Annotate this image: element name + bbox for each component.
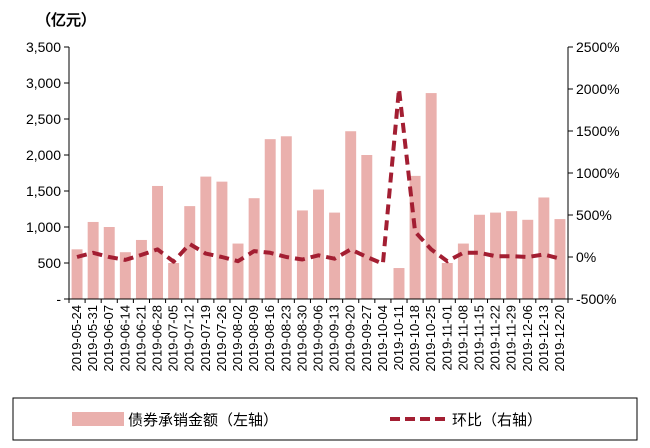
left-y-axis: - 500 1,000 1,500 2,000 2,500 3,000 3,500 [26, 39, 70, 307]
bar [216, 181, 228, 299]
bar [264, 139, 276, 299]
line-path [76, 87, 561, 266]
right-tick-label: 2000% [576, 81, 620, 97]
left-tick-label: 3,000 [26, 75, 61, 91]
bar [361, 155, 373, 299]
x-tick-label: 2019-11-01 [439, 305, 454, 371]
bar [522, 219, 534, 299]
x-tick-label: 2019-09-06 [311, 305, 326, 372]
x-tick-label: 2019-05-24 [69, 305, 84, 372]
x-axis: 2019-05-24 2019-05-31 2019-06-07 2019-06-14… [68, 298, 569, 372]
x-tick-label: 2019-08-30 [294, 305, 309, 372]
x-tick-label: 2019-09-13 [327, 305, 342, 372]
right-tick-label: 1000% [576, 165, 620, 181]
x-tick-label: 2019-08-16 [262, 305, 277, 372]
x-tick-label: 2019-06-21 [133, 305, 148, 372]
bar [152, 185, 164, 299]
bar [409, 175, 421, 299]
x-tick-label: 2019-09-27 [359, 305, 374, 372]
bar [329, 212, 341, 299]
left-tick-label: 2,500 [26, 111, 61, 127]
bar [473, 214, 485, 299]
x-tick-label: 2019-11-29 [504, 305, 519, 371]
right-tick-label: 0% [576, 249, 596, 265]
x-tick-label: 2019-12-13 [536, 305, 551, 372]
left-tick-label: - [56, 291, 61, 307]
bar [554, 219, 566, 299]
x-tick-label: 2019-07-26 [214, 305, 229, 372]
x-tick-label: 2019-08-02 [230, 305, 245, 372]
bar [248, 198, 260, 299]
bar [71, 249, 83, 299]
unit-label: （亿元） [36, 11, 96, 29]
left-tick-label: 500 [38, 255, 62, 271]
legend-line-label: 环比（右轴） [452, 411, 542, 429]
line-series [76, 87, 561, 266]
bar [538, 197, 550, 299]
legend: 债券承销金额（左轴） 环比（右轴） [12, 397, 638, 441]
bar [441, 263, 453, 299]
x-tick-label: 2019-11-15 [471, 305, 486, 371]
bar [135, 239, 147, 299]
bar [232, 243, 244, 299]
x-tick-label: 2019-08-09 [246, 305, 261, 372]
bar [490, 212, 502, 299]
x-tick-label: 2019-12-20 [552, 305, 567, 372]
right-tick-label: 2500% [576, 39, 620, 55]
bar [506, 211, 518, 299]
x-tick-label: 2019-08-23 [278, 305, 293, 372]
x-tick-label: 2019-06-28 [150, 305, 165, 372]
bar [345, 131, 357, 299]
right-tick-label: 500% [576, 207, 612, 223]
bar [168, 263, 180, 299]
x-tick-label: 2019-05-31 [85, 305, 100, 372]
right-tick-label: 1500% [576, 123, 620, 139]
legend-bar-swatch [72, 412, 124, 426]
bar [457, 243, 469, 299]
x-tick-label: 2019-10-25 [423, 305, 438, 372]
x-tick-label: 2019-12-06 [520, 305, 535, 372]
bar [313, 189, 324, 299]
x-tick-label: 2019-09-20 [343, 305, 358, 372]
x-tick-label: 2019-07-05 [166, 305, 181, 372]
bar [184, 206, 196, 299]
bar [425, 93, 437, 299]
x-tick-label: 2019-11-22 [488, 305, 503, 371]
x-tick-label: 2019-11-08 [455, 305, 470, 371]
x-tick-label: 2019-06-14 [117, 305, 132, 372]
right-tick-label: -500% [576, 291, 616, 307]
x-tick-label: 2019-10-18 [407, 305, 422, 372]
bar [200, 176, 212, 299]
bar [119, 252, 131, 299]
bar [87, 221, 99, 299]
legend-bar-label: 债券承销金额（左轴） [128, 411, 278, 429]
x-tick-label: 2019-10-11 [391, 305, 406, 371]
x-tick-label: 2019-07-19 [198, 305, 213, 372]
bar [393, 268, 405, 299]
left-tick-label: 2,000 [26, 147, 61, 163]
left-tick-label: 1,500 [26, 183, 61, 199]
bar [280, 136, 292, 299]
bar [103, 227, 115, 299]
right-y-axis: -500% 0% 500% 1000% 1500% 2000% 2500% [567, 39, 620, 307]
bar [296, 210, 308, 299]
bar-series [71, 93, 566, 299]
x-tick-label: 2019-10-04 [375, 305, 390, 372]
x-tick-label: 2019-06-07 [101, 305, 116, 372]
left-tick-label: 1,000 [26, 219, 61, 235]
left-tick-label: 3,500 [26, 39, 61, 55]
x-tick-label: 2019-07-12 [182, 305, 197, 372]
